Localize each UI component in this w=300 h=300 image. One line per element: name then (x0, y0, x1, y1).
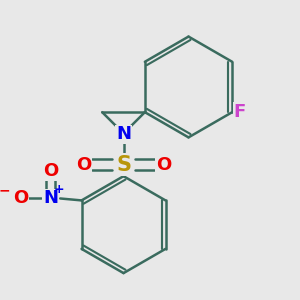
Text: O: O (13, 190, 28, 208)
Text: O: O (76, 155, 92, 173)
Text: O: O (156, 155, 171, 173)
Text: −: − (0, 184, 10, 198)
Text: N: N (116, 125, 131, 143)
Text: N: N (43, 190, 58, 208)
Text: F: F (234, 103, 246, 121)
Text: S: S (116, 154, 131, 175)
Text: O: O (43, 162, 58, 180)
Text: +: + (54, 183, 64, 196)
